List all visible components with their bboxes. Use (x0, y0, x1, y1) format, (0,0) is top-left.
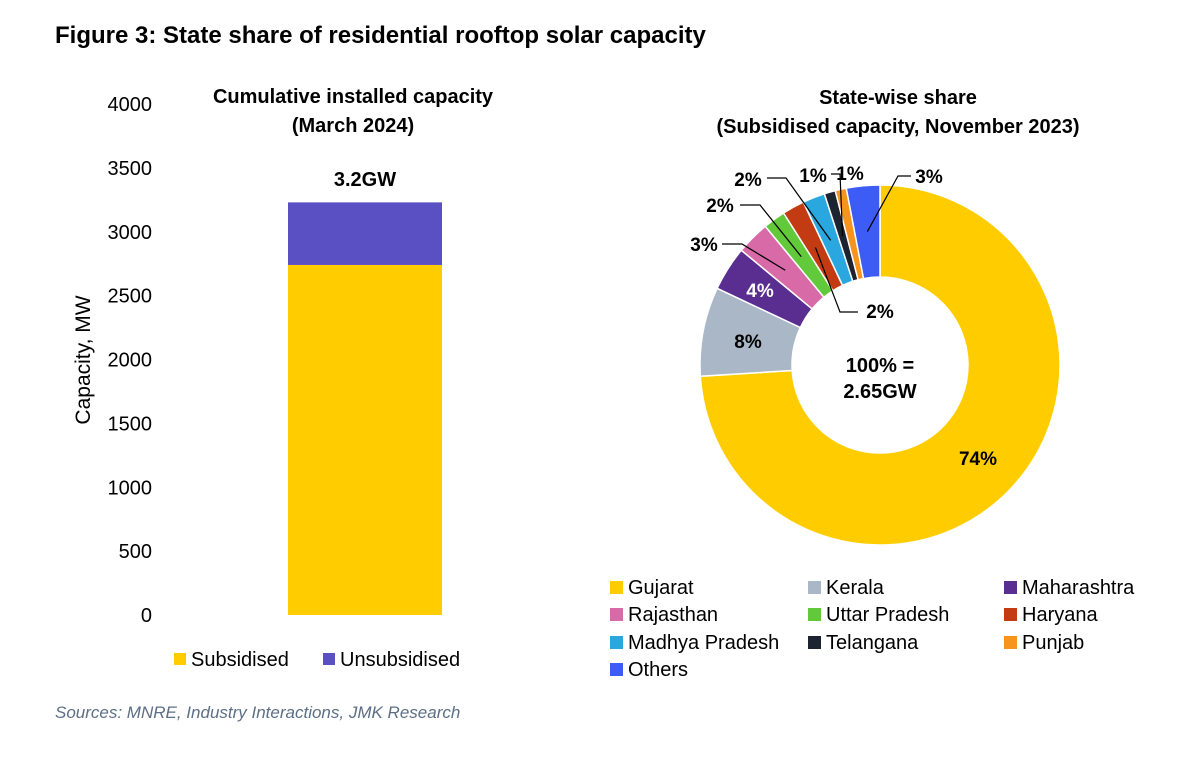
slice-label-others: 3% (915, 167, 943, 188)
legend-label-gujarat: Gujarat (628, 577, 694, 599)
slice-label-uttar-pradesh: 2% (706, 196, 734, 217)
bar-chart-bars (288, 202, 442, 615)
slice-label-maharashtra: 4% (746, 281, 774, 302)
legend-label-madhya-pradesh: Madhya Pradesh (628, 632, 779, 654)
legend-swatch-uttar-pradesh (808, 608, 821, 621)
legend-swatch-madhya-pradesh (610, 636, 623, 649)
donut-center-label: 100% = (846, 355, 914, 377)
y-tick-label: 500 (119, 541, 152, 563)
legend-label-punjab: Punjab (1022, 632, 1084, 654)
leader-line (866, 175, 911, 232)
bar-segment-unsubsidised (288, 202, 442, 265)
leader-line (740, 204, 802, 257)
y-tick-label: 3500 (108, 158, 153, 180)
slice-label-telangana: 1% (799, 166, 827, 187)
figure-title: Figure 3: State share of residential roo… (55, 22, 706, 49)
legend-swatch-maharashtra (1004, 581, 1017, 594)
donut-chart-legend: Gujarat Kerala Maharashtra Rajasthan Uttar P… (610, 577, 1135, 681)
donut-slice-others (845, 184, 881, 280)
legend-swatch-rajasthan (610, 608, 623, 621)
legend-label-kerala: Kerala (826, 577, 885, 599)
legend-swatch-gujarat (610, 581, 623, 594)
donut-slice-gujarat (699, 184, 1061, 546)
bar-chart: Cumulative installed capacity (March 202… (72, 86, 494, 671)
source-note: Sources: MNRE, Industry Interactions, JM… (55, 703, 461, 722)
bar-segment-subsidised (288, 264, 442, 615)
legend-label-rajasthan: Rajasthan (628, 604, 718, 626)
legend-swatch-unsubsidised (323, 653, 335, 665)
y-tick-label: 1000 (108, 477, 153, 499)
leader-line (814, 247, 858, 313)
bar-chart-legend: Subsidised Unsubsidised (174, 649, 460, 671)
donut-chart: State-wise share (Subsidised capacity, N… (610, 87, 1135, 681)
bar-chart-y-axis-label: Capacity, MW (72, 295, 95, 424)
y-tick-label: 2000 (108, 350, 153, 372)
legend-swatch-punjab (1004, 636, 1017, 649)
y-tick-label: 3000 (108, 222, 153, 244)
legend-label-telangana: Telangana (826, 632, 919, 654)
y-tick-label: 1500 (108, 413, 153, 435)
legend-swatch-subsidised (174, 653, 186, 665)
slice-label-punjab: 1% (836, 164, 864, 185)
slice-label-kerala: 8% (734, 332, 762, 353)
legend-label-maharashtra: Maharashtra (1022, 577, 1135, 599)
slice-label-madhya-pradesh: 2% (734, 170, 762, 191)
y-tick-label: 4000 (108, 94, 153, 116)
slice-label-haryana: 2% (866, 302, 894, 323)
bar-chart-title: Cumulative installed capacity (213, 86, 494, 108)
donut-center-value: 2.65GW (843, 381, 916, 403)
donut-chart-subtitle: (Subsidised capacity, November 2023) (716, 116, 1079, 138)
slice-label-rajasthan: 3% (690, 235, 718, 256)
donut-slice-labels: 74%8%4%3%2%2%2% 1% 1% 3% (690, 164, 997, 470)
legend-label-uttar-pradesh: Uttar Pradesh (826, 604, 949, 626)
donut-chart-title: State-wise share (819, 87, 977, 109)
y-tick-label: 2500 (108, 286, 153, 308)
bar-total-label: 3.2GW (334, 169, 396, 191)
legend-swatch-telangana (808, 636, 821, 649)
legend-label-unsubsidised: Unsubsidised (340, 649, 460, 671)
leader-line (722, 243, 786, 271)
legend-label-subsidised: Subsidised (191, 649, 289, 671)
bar-chart-y-ticks: 0 500 1000 1500 2000 2500 3000 3500 4000 (108, 94, 153, 627)
legend-swatch-haryana (1004, 608, 1017, 621)
leader-line (831, 173, 844, 237)
slice-label-gujarat: 74% (959, 449, 997, 470)
legend-swatch-kerala (808, 581, 821, 594)
legend-label-haryana: Haryana (1022, 604, 1098, 626)
y-tick-label: 0 (141, 605, 152, 627)
legend-swatch-others (610, 663, 623, 676)
legend-label-others: Others (628, 659, 688, 681)
bar-chart-subtitle: (March 2024) (292, 115, 414, 137)
donut-slices (699, 184, 1061, 546)
leader-line (767, 177, 832, 241)
